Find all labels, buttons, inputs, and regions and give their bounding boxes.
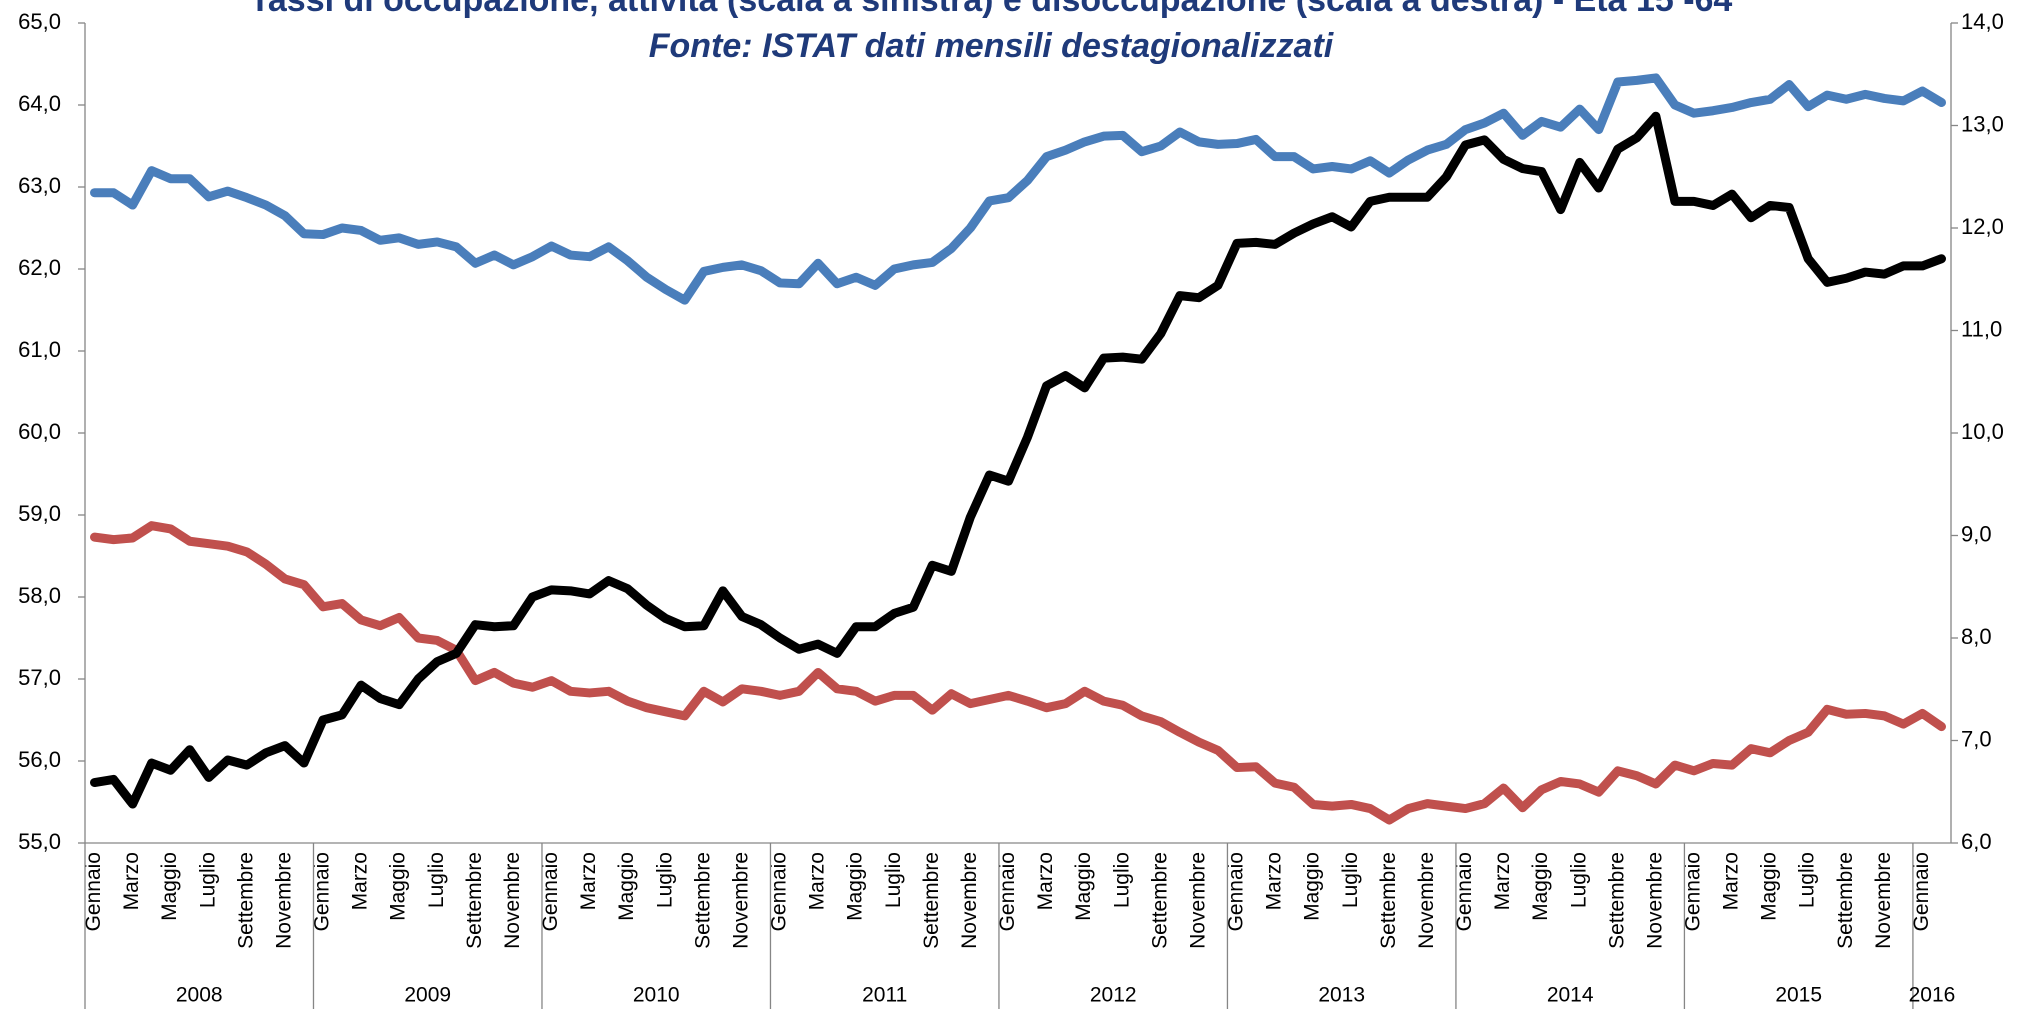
x-tick-label: Novembre bbox=[958, 852, 981, 949]
x-tick-label: Marzo bbox=[1263, 852, 1286, 910]
y2-tick-label: 13,0 bbox=[1961, 111, 2004, 136]
x-tick-label: Maggio bbox=[1529, 852, 1552, 921]
y-tick-label: 65,0 bbox=[18, 9, 61, 34]
series-line bbox=[90, 521, 1946, 825]
x-tick-label: Gennaio bbox=[1225, 852, 1248, 931]
x-tick-label: Luglio bbox=[653, 852, 676, 908]
x-tick-label: Luglio bbox=[425, 852, 448, 908]
x-tick-label: Novembre bbox=[1415, 852, 1438, 949]
year-label: 2008 bbox=[176, 984, 223, 1007]
y2-tick-label: 8,0 bbox=[1961, 624, 1992, 649]
series-line bbox=[90, 73, 1946, 305]
x-tick-label: Novembre bbox=[1872, 852, 1895, 949]
x-tick-label: Gennaio bbox=[996, 852, 1019, 931]
x-tick-label: Novembre bbox=[1186, 852, 1209, 949]
x-tick-label: Marzo bbox=[1034, 852, 1057, 910]
year-label: 2014 bbox=[1547, 984, 1594, 1007]
x-tick-label: Luglio bbox=[196, 852, 219, 908]
x-tick-label: Settembre bbox=[1834, 852, 1857, 949]
x-tick-label: Gennaio bbox=[768, 852, 791, 931]
x-tick-label: Luglio bbox=[1796, 852, 1819, 908]
x-tick-label: Luglio bbox=[1339, 852, 1362, 908]
x-tick-label: Luglio bbox=[1110, 852, 1133, 908]
y2-tick-label: 6,0 bbox=[1961, 829, 1992, 854]
year-label: 2013 bbox=[1318, 984, 1365, 1007]
x-tick-label: Maggio bbox=[615, 852, 638, 921]
x-tick-label: Settembre bbox=[691, 852, 714, 949]
x-tick-label: Settembre bbox=[920, 852, 943, 949]
x-tick-label: Marzo bbox=[1491, 852, 1514, 910]
chart-title: Tassi di occupazione, attività (scala a … bbox=[250, 0, 1733, 19]
x-tick-label: Marzo bbox=[349, 852, 372, 910]
year-label: 2011 bbox=[862, 984, 907, 1007]
x-tick-label: Settembre bbox=[463, 852, 486, 949]
x-tick-label: Marzo bbox=[577, 852, 600, 910]
x-tick-label: Novembre bbox=[272, 852, 295, 949]
x-tick-label: Maggio bbox=[1758, 852, 1781, 921]
x-tick-label: Settembre bbox=[1377, 852, 1400, 949]
y-tick-label: 61,0 bbox=[18, 337, 61, 362]
x-tick-label: Settembre bbox=[1148, 852, 1171, 949]
y-tick-label: 59,0 bbox=[18, 501, 61, 526]
x-tick-label: Marzo bbox=[1720, 852, 1743, 910]
x-tick-label: Marzo bbox=[806, 852, 829, 910]
y2-tick-label: 7,0 bbox=[1961, 726, 1992, 751]
x-tick-label: Luglio bbox=[882, 852, 905, 908]
y-tick-label: 55,0 bbox=[18, 829, 61, 854]
y-tick-label: 58,0 bbox=[18, 583, 61, 608]
y2-tick-label: 12,0 bbox=[1961, 214, 2004, 239]
y-tick-label: 64,0 bbox=[18, 91, 61, 116]
x-tick-label: Novembre bbox=[729, 852, 752, 949]
x-tick-label: Luglio bbox=[1567, 852, 1590, 908]
year-label: 2012 bbox=[1090, 984, 1137, 1007]
x-tick-label: Novembre bbox=[501, 852, 524, 949]
x-tick-label: Maggio bbox=[1072, 852, 1095, 921]
y-tick-label: 63,0 bbox=[18, 173, 61, 198]
x-tick-label: Gennaio bbox=[1910, 852, 1933, 931]
x-tick-label: Maggio bbox=[158, 852, 181, 921]
y2-tick-label: 9,0 bbox=[1961, 521, 1992, 546]
x-tick-label: Maggio bbox=[387, 852, 410, 921]
year-label: 2015 bbox=[1775, 984, 1822, 1007]
x-tick-label: Gennaio bbox=[1681, 852, 1704, 931]
x-tick-label: Gennaio bbox=[82, 852, 105, 931]
year-label: 2016 bbox=[1909, 984, 1956, 1007]
year-label: 2009 bbox=[404, 984, 451, 1007]
x-tick-label: Marzo bbox=[120, 852, 143, 910]
x-tick-label: Gennaio bbox=[1453, 852, 1476, 931]
x-tick-label: Novembre bbox=[1643, 852, 1666, 949]
y2-tick-label: 11,0 bbox=[1961, 316, 2002, 341]
y-tick-label: 60,0 bbox=[18, 419, 61, 444]
x-tick-label: Gennaio bbox=[539, 852, 562, 931]
x-tick-label: Maggio bbox=[1301, 852, 1324, 921]
series-line bbox=[90, 111, 1946, 809]
y2-tick-label: 14,0 bbox=[1961, 9, 2004, 34]
x-tick-label: Maggio bbox=[844, 852, 867, 921]
chart-subtitle: Fonte: ISTAT dati mensili destagionalizz… bbox=[649, 27, 1335, 65]
y2-tick-label: 10,0 bbox=[1961, 419, 2004, 444]
x-tick-label: Settembre bbox=[234, 852, 257, 949]
y-tick-label: 62,0 bbox=[18, 255, 61, 280]
y-tick-label: 56,0 bbox=[18, 747, 61, 772]
year-label: 2010 bbox=[633, 984, 680, 1007]
x-tick-label: Settembre bbox=[1605, 852, 1628, 949]
y-tick-label: 57,0 bbox=[18, 665, 61, 690]
x-tick-label: Gennaio bbox=[311, 852, 334, 931]
